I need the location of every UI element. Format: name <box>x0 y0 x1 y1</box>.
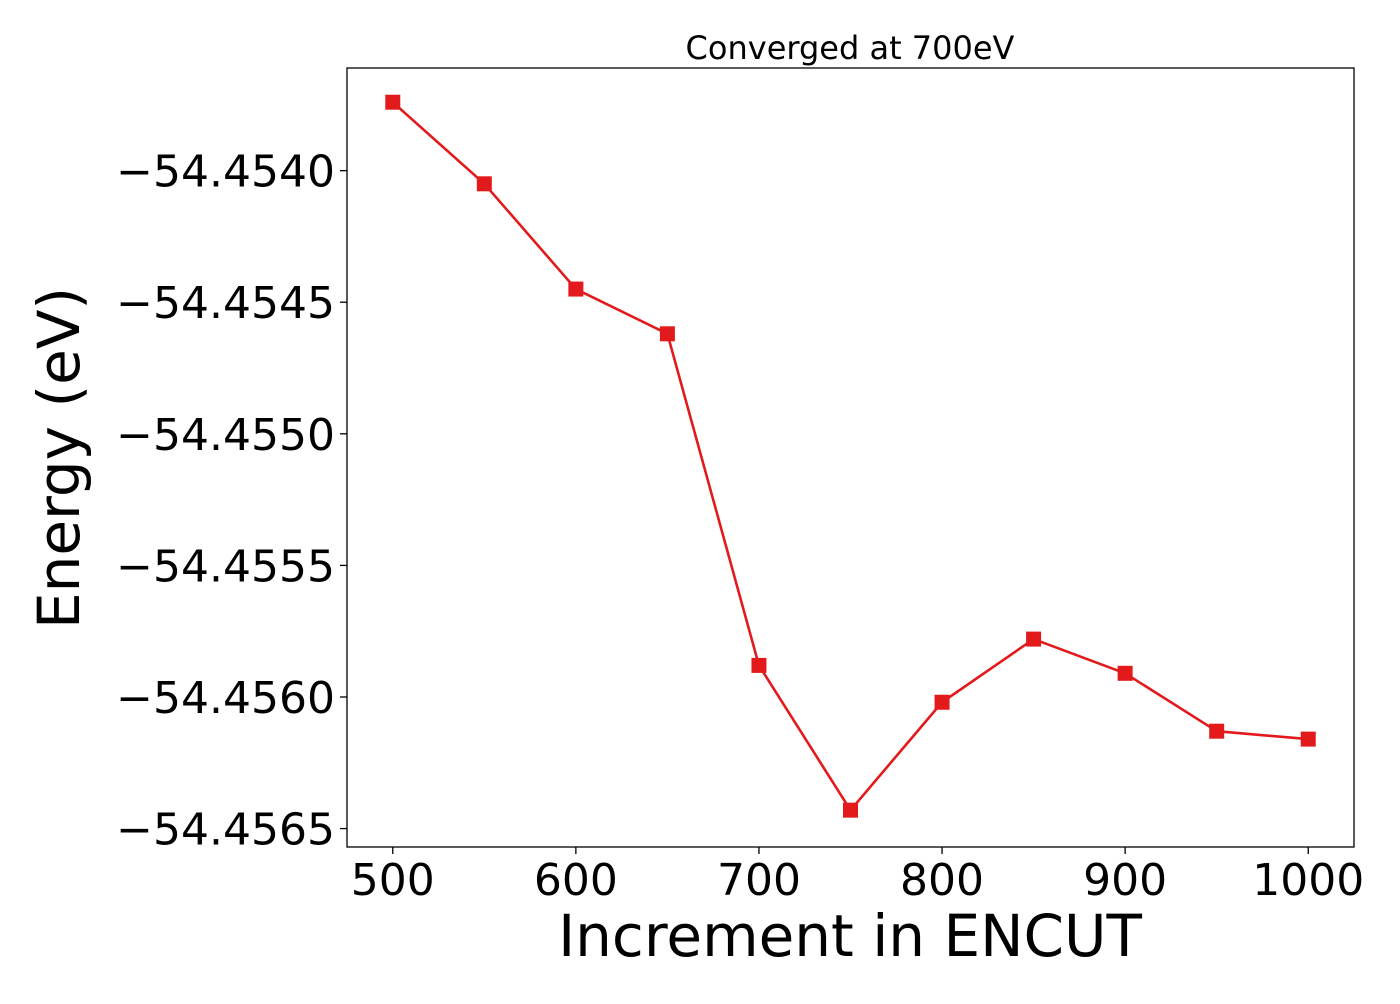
series-line <box>391 101 1309 812</box>
x-axis-label: Increment in ENCUT <box>558 902 1142 970</box>
y-axis-label: Energy (eV) <box>25 287 93 629</box>
data-point <box>476 176 492 192</box>
data-point <box>1117 665 1133 681</box>
y-tick-label: −54.4540 <box>116 147 335 198</box>
y-tick-label: −54.4550 <box>116 410 335 461</box>
y-tick-label: −54.4555 <box>116 541 335 592</box>
data-point <box>659 326 675 342</box>
x-tick-label: 700 <box>717 855 801 906</box>
chart-title: Converged at 700eV <box>686 29 1015 67</box>
data-point <box>385 94 401 110</box>
data-point <box>934 694 950 710</box>
x-tick-label: 500 <box>351 855 435 906</box>
data-point <box>1026 631 1042 647</box>
x-tick-label: 800 <box>900 855 984 906</box>
data-point <box>751 657 767 673</box>
data-point <box>1300 731 1316 747</box>
data-point <box>568 281 584 297</box>
data-point <box>1209 723 1225 739</box>
y-tick-label: −54.4545 <box>116 278 335 329</box>
y-tick-label: −54.4565 <box>116 805 335 856</box>
x-tick-label: 900 <box>1083 855 1167 906</box>
y-tick-label: −54.4560 <box>116 673 335 724</box>
plot-area: 500 600 700 800 900 1000 −54.4540 −54.4545 −54.4… <box>116 67 1364 906</box>
x-tick-label: 600 <box>534 855 618 906</box>
data-point <box>843 802 858 818</box>
plot-frame <box>346 67 1355 848</box>
x-tick-label: 1000 <box>1252 855 1364 906</box>
